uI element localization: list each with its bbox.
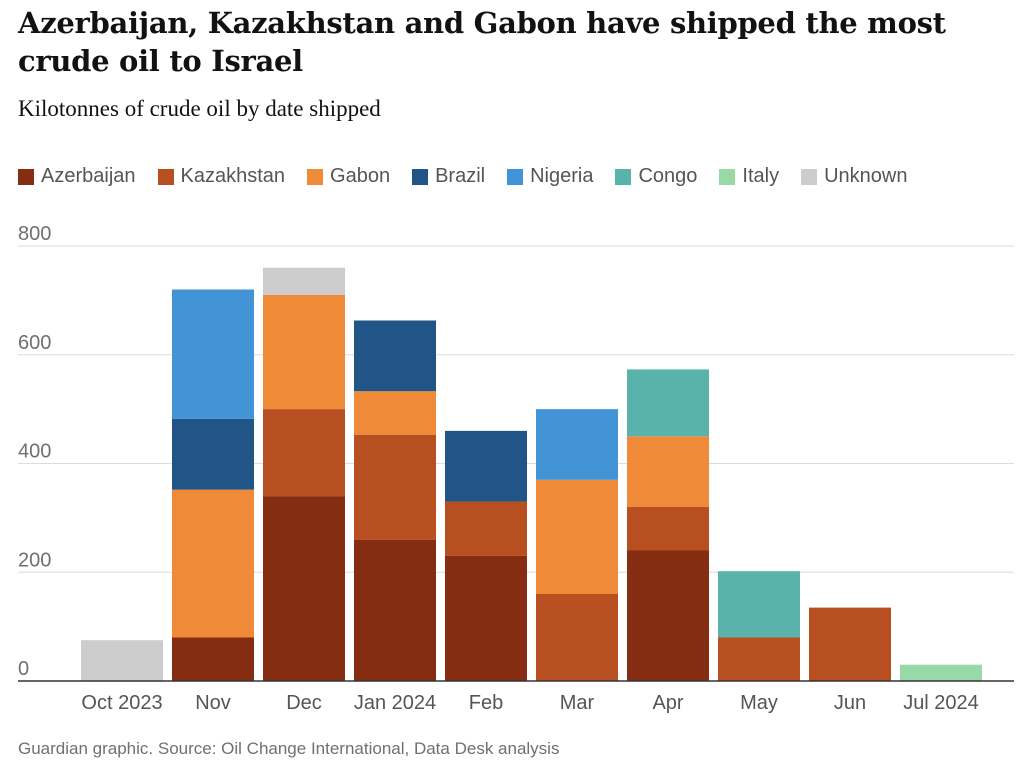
bar-segment [263,294,345,410]
bar-segment [172,637,254,681]
legend-label: Congo [638,165,698,187]
legend-item: Italy [719,165,779,188]
bar-segment [536,409,618,480]
bar-segment [445,555,527,681]
bar-segment [81,640,163,681]
legend-item: Unknown [801,165,907,188]
x-tick-label: Oct 2023 [81,692,162,714]
bar-segment [354,539,436,681]
x-tick-label: Jan 2024 [354,692,436,714]
bar-segment [809,607,891,681]
legend-swatch [719,168,736,185]
bar-segment [718,571,800,638]
legend-swatch [412,168,429,185]
legend-label: Nigeria [530,165,594,187]
x-tick-label: Feb [469,692,503,714]
x-tick-label: Jul 2024 [903,692,979,714]
x-tick-label: Dec [286,692,322,714]
y-tick-label: 800 [18,223,51,245]
legend-item: Congo [615,165,697,188]
bar-segment [627,507,709,551]
source-note: Guardian graphic. Source: Oil Change Int… [18,739,560,758]
legend-label: Kazakhstan [180,165,286,187]
legend-label: Gabon [330,165,391,187]
legend-item: Nigeria [507,165,593,188]
legend-swatch [801,168,818,185]
legend-swatch [18,168,34,185]
bar-segment [718,637,800,681]
chart-title: Azerbaijan, Kazakhstan and Gabon have sh… [18,6,946,78]
chart-legend: Azerbaijan Kazakhstan Gabon Brazil Nigeria Co… [18,165,929,188]
bar-segment [627,436,709,507]
x-tick-label: Nov [195,692,231,714]
legend-label: Brazil [435,165,486,187]
legend-item: Kazakhstan [157,165,286,188]
bar-segment [536,594,618,681]
bar-segment [172,489,254,638]
bar-segment [263,267,345,295]
y-tick-label: 0 [18,658,29,680]
bar-segment [536,479,618,594]
legend-item: Brazil [412,165,485,188]
legend-item: Gabon [307,165,390,188]
legend-label: Unknown [824,165,908,187]
legend-swatch [307,168,324,185]
bar-segment [172,418,254,490]
legend-label: Italy [742,165,780,187]
legend-swatch [157,168,174,185]
y-tick-label: 200 [18,549,51,571]
legend-label: Azerbaijan [41,165,136,187]
bar-segment [445,501,527,556]
legend-item: Azerbaijan [18,165,136,188]
bar-segment [263,496,345,681]
x-tick-label: Apr [652,692,683,714]
bar-segment [354,320,436,392]
y-tick-label: 400 [18,441,51,463]
bar-segment [627,369,709,437]
bar-segment [445,430,527,502]
bar-segment [627,550,709,681]
legend-swatch [507,168,524,185]
bar-segment [263,409,345,497]
x-tick-label: May [740,692,778,714]
y-tick-label: 600 [18,332,51,354]
x-tick-label: Jun [834,692,866,714]
chart-subtitle: Kilotonnes of crude oil by date shipped [18,96,381,121]
bar-segment [354,391,436,435]
bar-segment [172,289,254,419]
bar-segment [900,664,982,681]
x-tick-label: Mar [560,692,595,714]
bar-segment [354,434,436,540]
legend-swatch [615,168,632,185]
